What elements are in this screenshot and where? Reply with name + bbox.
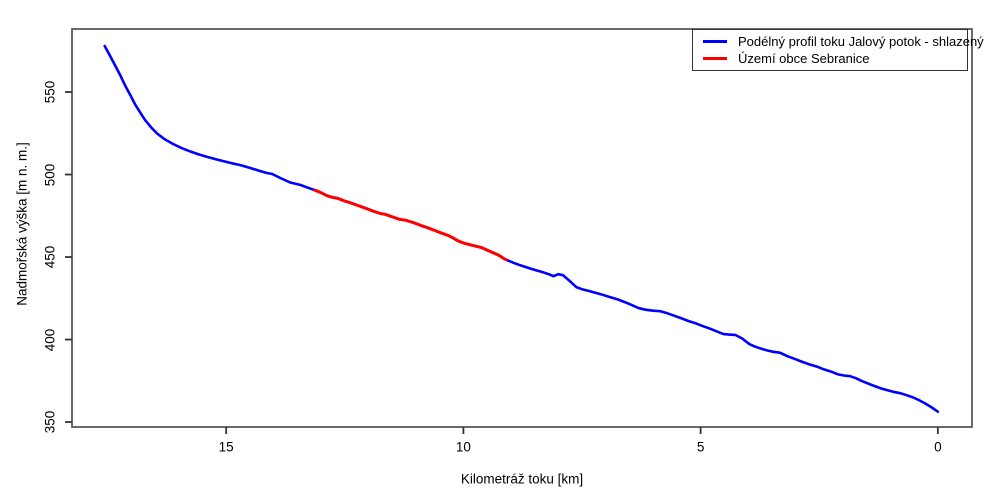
y-axis-title: Nadmořská výška [m n. m.] — [14, 142, 30, 306]
x-tick-label: 10 — [455, 439, 471, 455]
series-municipality-line — [313, 188, 508, 262]
y-tick-marks — [65, 91, 72, 423]
y-tick-label: 550 — [42, 80, 58, 104]
legend-entry-municipality: Území obce Sebranice — [693, 51, 967, 66]
y-tick-label: 500 — [42, 163, 58, 186]
series-profile-line — [103, 44, 940, 414]
x-tick-label: 15 — [218, 439, 234, 455]
y-tick-label: 350 — [42, 410, 58, 434]
x-tick-label: 0 — [934, 439, 942, 455]
y-tick-label: 400 — [42, 328, 58, 351]
legend-label-municipality: Území obce Sebranice — [738, 51, 870, 66]
legend-line-sample-blue — [703, 40, 727, 43]
legend-line-sample-red — [703, 57, 727, 60]
x-tick-marks — [225, 427, 939, 434]
legend-entry-profile: Podélný profil toku Jalový potok - shlaz… — [693, 34, 984, 49]
x-tick-label: 5 — [696, 439, 705, 455]
legend-label-profile: Podélný profil toku Jalový potok - shlaz… — [738, 34, 984, 49]
plot-box — [71, 28, 973, 428]
legend-box: Podélný profil toku Jalový potok - shlaz… — [692, 29, 984, 71]
y-tick-label: 450 — [42, 245, 58, 269]
x-axis-title: Kilometráž toku [km] — [460, 471, 584, 487]
